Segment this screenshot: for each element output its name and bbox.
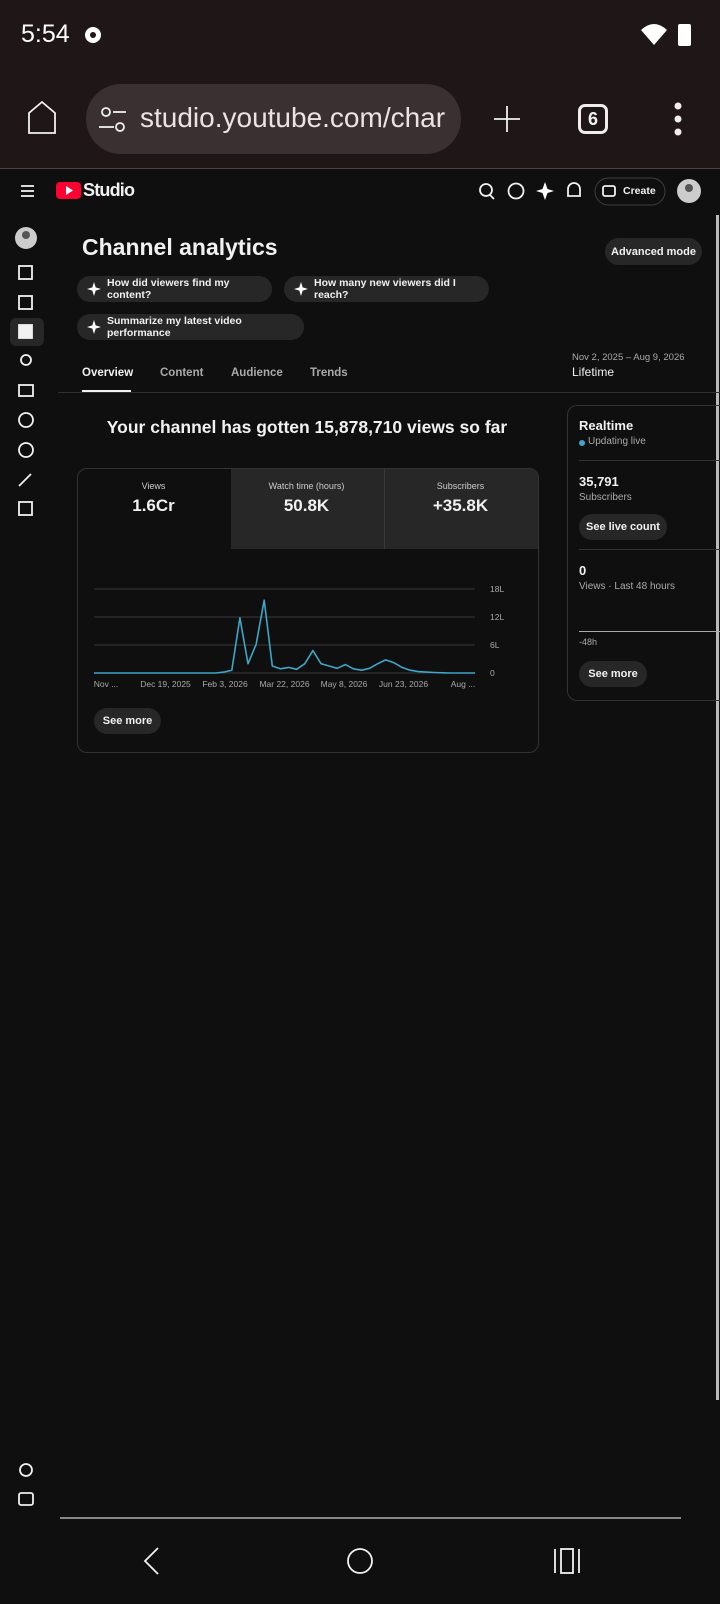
nav-subtitles[interactable] bbox=[18, 384, 34, 397]
nav-community[interactable] bbox=[20, 354, 32, 366]
page-title: Channel analytics bbox=[82, 234, 278, 260]
x-tick-label: Dec 19, 2025 bbox=[140, 679, 191, 689]
y-tick-label: 18L bbox=[490, 584, 504, 594]
date-range[interactable]: Nov 2, 2025 – Aug 9, 2026 bbox=[572, 352, 685, 363]
views-chart: 0 6L 12L 18L Nov ... Dec 19, 2025 Feb 3, 2026 M… bbox=[94, 584, 505, 689]
prompt-chip[interactable]: How did viewers find my content? bbox=[77, 276, 272, 302]
x-tick-label: Feb 3, 2026 bbox=[202, 679, 248, 689]
tab[interactable]: Audience bbox=[231, 367, 283, 379]
see-more-button[interactable]: See more bbox=[94, 708, 161, 734]
tab-count[interactable]: 6 bbox=[578, 104, 608, 134]
settings-icon bbox=[85, 27, 101, 43]
see-more-button[interactable]: See more bbox=[579, 661, 647, 687]
metric-label[interactable]: Watch time (hours) bbox=[268, 481, 345, 491]
views-line bbox=[94, 599, 475, 674]
metric-value[interactable]: 50.8K bbox=[283, 496, 330, 515]
prompt-chip[interactable]: How many new viewers did I reach? bbox=[284, 276, 489, 302]
metric-value[interactable]: +35.8K bbox=[432, 496, 489, 515]
advanced-mode-button[interactable]: Advanced mode bbox=[605, 238, 702, 265]
menu-button[interactable] bbox=[674, 102, 682, 136]
realtime-status: Updating live bbox=[588, 436, 646, 447]
scrollbar bbox=[716, 215, 719, 1400]
nav-copyright[interactable] bbox=[18, 412, 34, 428]
home-nav-button[interactable] bbox=[347, 1548, 373, 1574]
realtime-card bbox=[567, 405, 720, 701]
tab-underline bbox=[82, 390, 131, 392]
tab[interactable]: Content bbox=[160, 367, 204, 379]
nav-analytics[interactable] bbox=[18, 324, 33, 339]
period[interactable]: Lifetime bbox=[572, 365, 615, 379]
realtime-axis-label: -48h bbox=[579, 637, 598, 647]
new-tab-button[interactable] bbox=[494, 106, 520, 132]
time: 5:54 bbox=[21, 20, 70, 48]
wifi-icon bbox=[641, 24, 667, 45]
nav-feedback[interactable] bbox=[18, 1492, 34, 1506]
back-button[interactable] bbox=[143, 1547, 159, 1575]
x-tick-label: Aug ... bbox=[451, 679, 476, 689]
help-icon[interactable] bbox=[507, 182, 525, 200]
headline: Your channel has gotten 15,878,710 views… bbox=[106, 417, 508, 437]
x-tick-label: Mar 22, 2026 bbox=[259, 679, 309, 689]
metric-label[interactable]: Views bbox=[141, 481, 166, 491]
views-value: 0 bbox=[579, 563, 587, 578]
tabs-divider bbox=[58, 392, 720, 393]
home-button[interactable] bbox=[28, 100, 56, 134]
x-tick-label: May 8, 2026 bbox=[321, 679, 368, 689]
overview-card bbox=[77, 468, 539, 753]
y-tick-label: 0 bbox=[490, 668, 495, 678]
y-tick-label: 12L bbox=[490, 612, 504, 622]
studio-logo-text[interactable]: Studio bbox=[83, 180, 135, 200]
url-bar[interactable] bbox=[86, 84, 461, 154]
notifications-icon[interactable] bbox=[567, 182, 581, 197]
realtime-title: Realtime bbox=[579, 418, 634, 433]
tab[interactable]: Overview bbox=[82, 367, 134, 379]
tab[interactable]: Trends bbox=[310, 367, 348, 379]
y-tick-label: 6L bbox=[490, 640, 500, 650]
subscribers-label: Subscribers bbox=[579, 492, 632, 503]
x-tick-label: Nov ... bbox=[94, 679, 119, 689]
nav-content[interactable] bbox=[18, 295, 33, 310]
metric-value[interactable]: 1.6Cr bbox=[132, 496, 175, 515]
views-label: Views · Last 48 hours bbox=[579, 581, 675, 592]
see-live-count-button[interactable]: See live count bbox=[579, 514, 667, 540]
create-button[interactable] bbox=[594, 177, 666, 206]
search-icon[interactable] bbox=[479, 183, 495, 200]
subscribers-value: 35,791 bbox=[579, 474, 619, 489]
site-settings-icon bbox=[99, 107, 126, 132]
create-label[interactable]: Create bbox=[623, 185, 656, 197]
nav-settings[interactable] bbox=[19, 1463, 33, 1477]
ai-icon[interactable] bbox=[536, 182, 554, 200]
nav-dashboard[interactable] bbox=[18, 265, 33, 280]
url[interactable]: studio.youtube.com/char bbox=[140, 102, 446, 133]
recents-button[interactable] bbox=[554, 1548, 580, 1574]
prompt-chip[interactable]: Summarize my latest video performance bbox=[77, 314, 304, 340]
nav-audio[interactable] bbox=[18, 501, 33, 516]
metric-label[interactable]: Subscribers bbox=[436, 481, 485, 491]
hamburger-menu[interactable] bbox=[21, 185, 34, 197]
nav-earn[interactable] bbox=[18, 442, 34, 458]
battery-icon bbox=[678, 24, 691, 46]
nav-customize[interactable] bbox=[18, 473, 32, 487]
x-tick-label: Jun 23, 2026 bbox=[379, 679, 428, 689]
